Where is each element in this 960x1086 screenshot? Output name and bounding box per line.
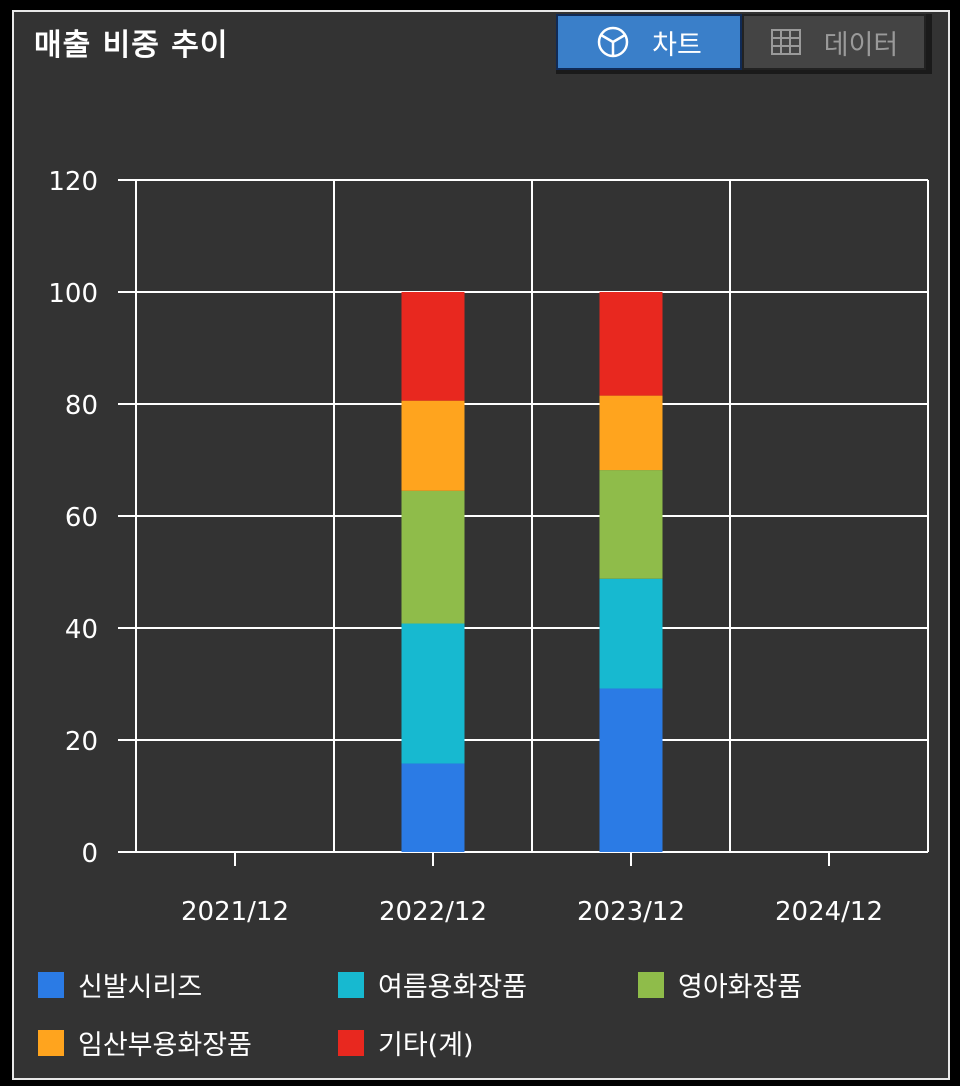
legend-label: 기타(계) — [378, 1030, 474, 1061]
bar-segment — [599, 470, 663, 579]
y-tick-label: 40 — [65, 615, 98, 645]
x-tick-label: 2022/12 — [379, 897, 487, 927]
legend-swatch — [38, 1029, 64, 1056]
legend-label: 임산부용화장품 — [78, 1030, 252, 1061]
legend-item[interactable]: 기타(계) — [338, 1023, 474, 1062]
legend-item[interactable]: 여름용화장품 — [338, 965, 527, 1004]
stacked-bar-chart: 0 20 40 60 80 100 120 2021/12 2022/12 2023/12 2024… — [48, 167, 929, 927]
bar-segment — [401, 623, 465, 764]
y-tick-label: 0 — [81, 839, 98, 869]
y-tick-label: 80 — [65, 391, 98, 421]
view-toggle: 차트 데이터 — [556, 14, 932, 74]
x-tick-label: 2024/12 — [775, 897, 883, 927]
bar-segment — [599, 292, 663, 396]
chart-view-label: 차트 — [652, 29, 702, 61]
legend-label: 신발시리즈 — [78, 972, 203, 1003]
chart-view-button[interactable]: 차트 — [556, 14, 742, 70]
pie-chart-icon — [597, 26, 629, 58]
legend-swatch — [38, 971, 64, 998]
legend-item[interactable]: 임산부용화장품 — [38, 1023, 252, 1062]
y-tick-label: 120 — [48, 167, 98, 197]
bar-segment — [401, 763, 465, 852]
legend-swatch — [638, 971, 664, 998]
data-view-label: 데이터 — [823, 29, 899, 61]
bar-segment — [599, 395, 663, 471]
legend-swatch — [338, 1029, 364, 1056]
legend-label: 여름용화장품 — [378, 972, 528, 1003]
legend-swatch — [338, 971, 364, 998]
bar-segment — [401, 292, 465, 401]
y-tick-label: 60 — [65, 503, 98, 533]
y-tick-label: 100 — [48, 279, 98, 309]
bar-segment — [401, 400, 465, 491]
legend-item[interactable]: 신발시리즈 — [38, 965, 202, 1004]
x-tick-label: 2023/12 — [577, 897, 685, 927]
y-tick-label: 20 — [65, 727, 98, 757]
legend-label: 영아화장품 — [678, 972, 803, 1003]
bar-segment — [599, 578, 663, 689]
bar-segment — [599, 688, 663, 852]
page-title: 매출 비중 추이 — [34, 28, 229, 63]
data-view-button[interactable]: 데이터 — [742, 14, 926, 70]
x-tick-label: 2021/12 — [181, 897, 289, 927]
bar-segment — [401, 490, 465, 624]
table-grid-icon — [770, 29, 801, 55]
chart-panel: 매출 비중 추이 차트 데이터 — [12, 10, 950, 1080]
legend-item[interactable]: 영아화장품 — [638, 965, 802, 1004]
